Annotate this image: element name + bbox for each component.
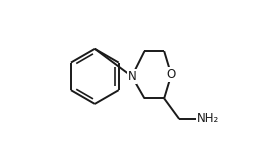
Text: NH₂: NH₂ [197,112,220,125]
Text: N: N [127,70,136,83]
Text: O: O [167,68,176,81]
